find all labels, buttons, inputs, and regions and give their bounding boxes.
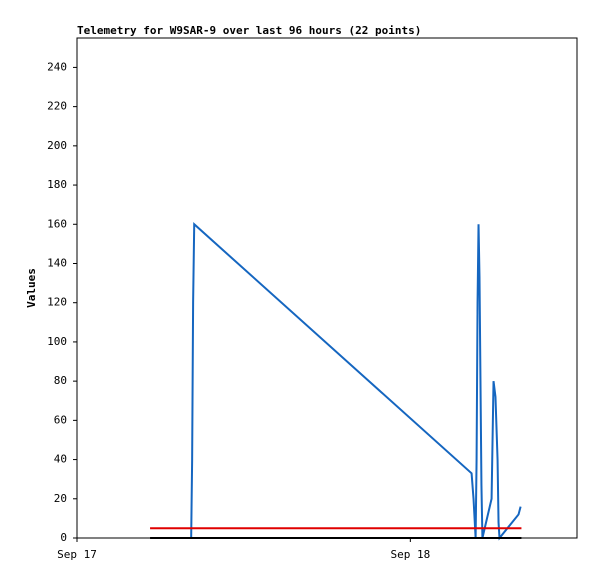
y-axis-label: Values bbox=[25, 268, 38, 308]
y-tick-label: 240 bbox=[47, 60, 67, 73]
y-tick-label: 180 bbox=[47, 178, 67, 191]
chart-title: Telemetry for W9SAR-9 over last 96 hours… bbox=[77, 24, 421, 37]
y-tick-label: 100 bbox=[47, 335, 67, 348]
y-tick-label: 140 bbox=[47, 256, 67, 269]
y-tick-label: 120 bbox=[47, 296, 67, 309]
x-tick-label: Sep 17 bbox=[57, 548, 97, 561]
y-tick-label: 80 bbox=[54, 374, 67, 387]
plot-frame bbox=[76, 37, 578, 539]
y-tick-label: 220 bbox=[47, 100, 67, 113]
y-tick-label: 0 bbox=[60, 531, 67, 544]
series-line bbox=[190, 222, 522, 541]
y-tick-label: 20 bbox=[54, 492, 67, 505]
y-tick-label: 60 bbox=[54, 413, 67, 426]
y-tick-label: 200 bbox=[47, 139, 67, 152]
x-tick-label: Sep 18 bbox=[390, 548, 430, 561]
y-tick-label: 160 bbox=[47, 217, 67, 230]
y-tick-label: 40 bbox=[54, 453, 67, 466]
